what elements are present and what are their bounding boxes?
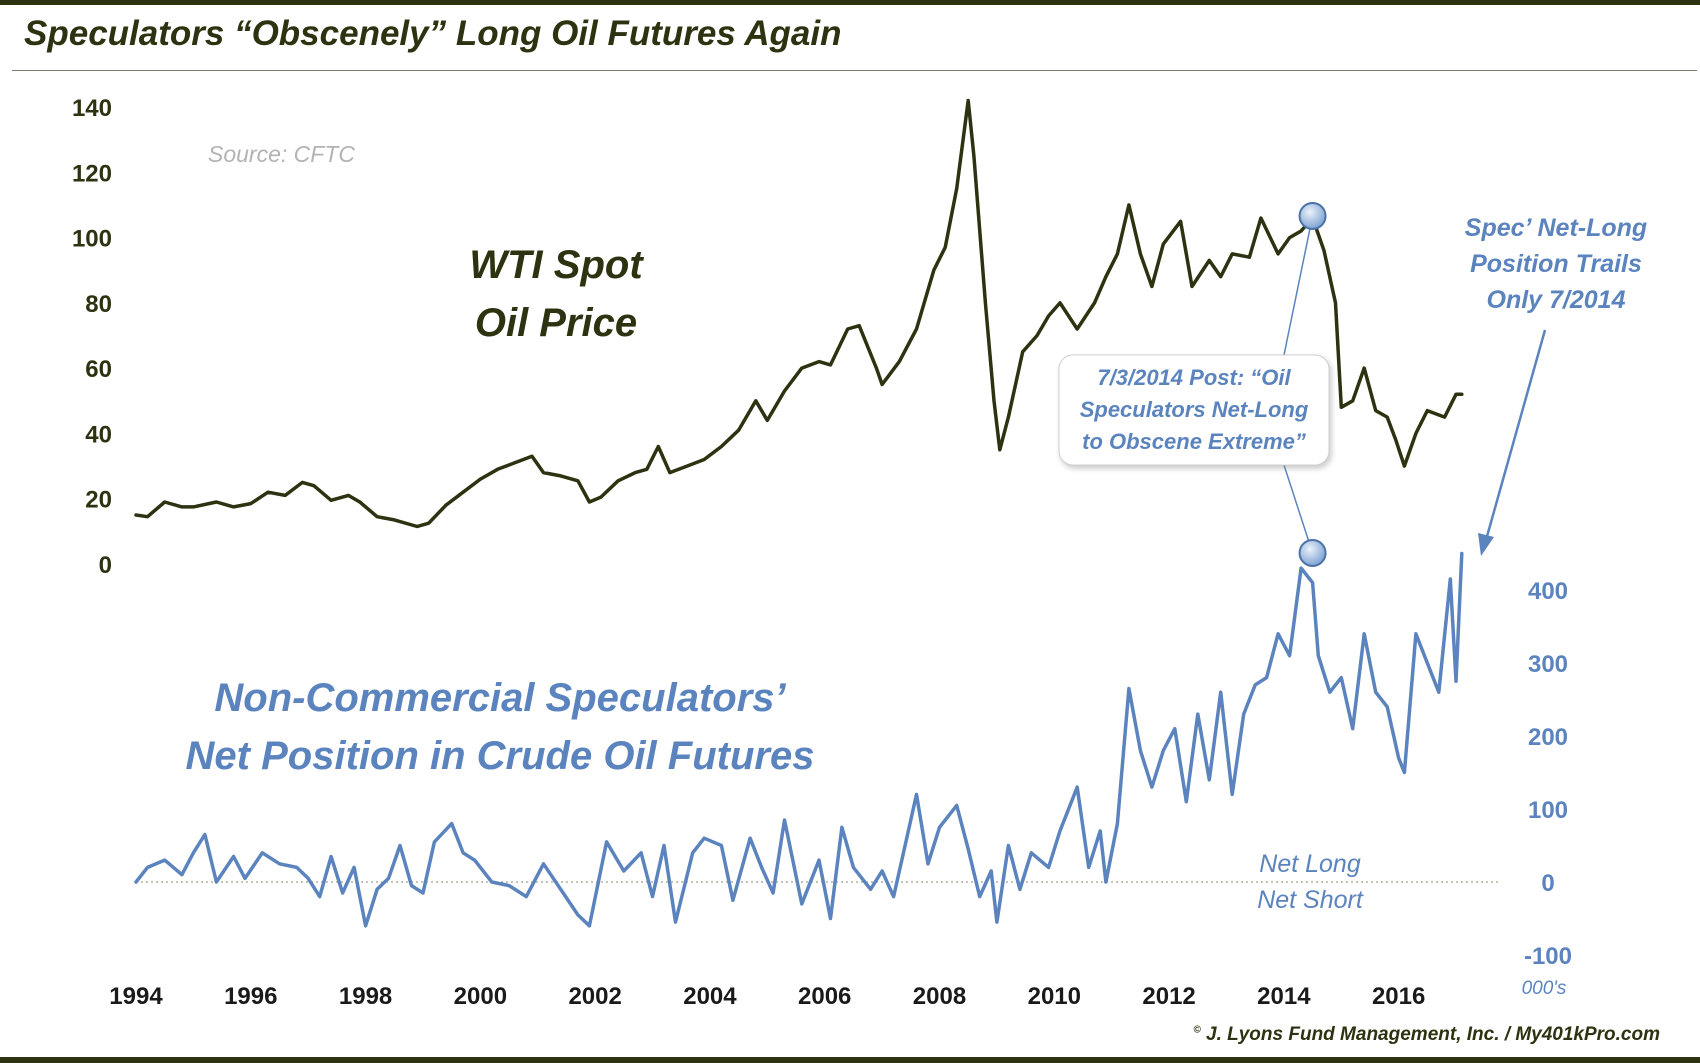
callout-text: 7/3/2014 Post: “Oil (1097, 365, 1291, 390)
right-tick-label: 0 (1541, 870, 1554, 897)
left-tick-label: 60 (85, 356, 112, 383)
spec-series-label: Net Position in Crude Oil Futures (186, 734, 815, 778)
arrow-shaft (1484, 329, 1547, 541)
net-long-label: Net Long (1259, 850, 1361, 878)
arrow-head (1478, 533, 1494, 556)
x-tick-label: 1996 (224, 983, 277, 1010)
right-tick-label: 100 (1528, 797, 1568, 824)
spec-series-label: Non-Commercial Speculators’ (214, 676, 786, 720)
x-tick-label: 2004 (683, 983, 737, 1010)
top-border (0, 0, 1700, 5)
left-tick-label: 140 (72, 95, 112, 122)
credit-text: J. Lyons Fund Management, Inc. / My401kP… (1206, 1024, 1660, 1045)
bottom-border (0, 1057, 1700, 1063)
oil-series-label: Oil Price (475, 301, 637, 345)
chart-title: Speculators “Obscenely” Long Oil Futures… (24, 14, 842, 53)
arrow-note-text: Spec’ Net-Long (1465, 214, 1647, 242)
x-tick-label: 2012 (1142, 983, 1195, 1010)
right-axis-unit: 000's (1522, 978, 1567, 999)
arrow-note-text: Only 7/2014 (1487, 286, 1626, 314)
copyright-symbol: © (1193, 1024, 1201, 1036)
x-tick-label: 1998 (339, 983, 392, 1010)
left-tick-label: 100 (72, 226, 112, 253)
x-tick-label: 2008 (913, 983, 966, 1010)
x-tick-label: 2010 (1028, 983, 1081, 1010)
oil-price-line (134, 98, 1464, 529)
x-tick-label: 2002 (568, 983, 621, 1010)
oil-series-label: WTI Spot (469, 243, 644, 287)
title-divider (12, 70, 1697, 71)
callout-box (1058, 354, 1330, 466)
x-tick-label: 2016 (1372, 983, 1425, 1010)
x-tick-label: 2014 (1257, 983, 1311, 1010)
net-position-line (134, 551, 1464, 928)
callout-text: Speculators Net-Long (1080, 397, 1309, 422)
callout-leader-line (1283, 464, 1314, 554)
callout-leader-line (1283, 215, 1314, 356)
source-note: Source: CFTC (208, 141, 355, 167)
right-axis-ticks: -100 0 100 200 300 400 000's (1522, 578, 1572, 999)
x-tick-label: 2000 (454, 983, 507, 1010)
right-tick-label: 200 (1528, 724, 1568, 751)
x-axis-ticks: 1994 1996 1998 2000 2002 2004 2006 2008 2010 2012… (109, 983, 1425, 1010)
left-tick-label: 80 (85, 291, 112, 318)
credit-line: © J. Lyons Fund Management, Inc. / My401… (1193, 1024, 1660, 1046)
right-tick-label: -100 (1524, 943, 1572, 970)
right-tick-label: 300 (1528, 651, 1568, 678)
x-tick-label: 2006 (798, 983, 851, 1010)
net-short-label: Net Short (1257, 886, 1364, 914)
x-tick-label: 1994 (109, 983, 163, 1010)
left-tick-label: 40 (85, 421, 112, 448)
arrow-note-text: Position Trails (1470, 250, 1642, 278)
spec-peak-marker (1298, 539, 1327, 567)
right-tick-label: 400 (1528, 578, 1568, 605)
callout-text: to Obscene Extreme” (1082, 429, 1306, 454)
left-tick-label: 20 (85, 487, 112, 514)
oil-peak-marker (1298, 202, 1327, 230)
left-axis-ticks: 0 20 40 60 80 100 120 140 (72, 95, 112, 579)
left-tick-label: 0 (99, 552, 112, 579)
left-tick-label: 120 (72, 160, 112, 187)
